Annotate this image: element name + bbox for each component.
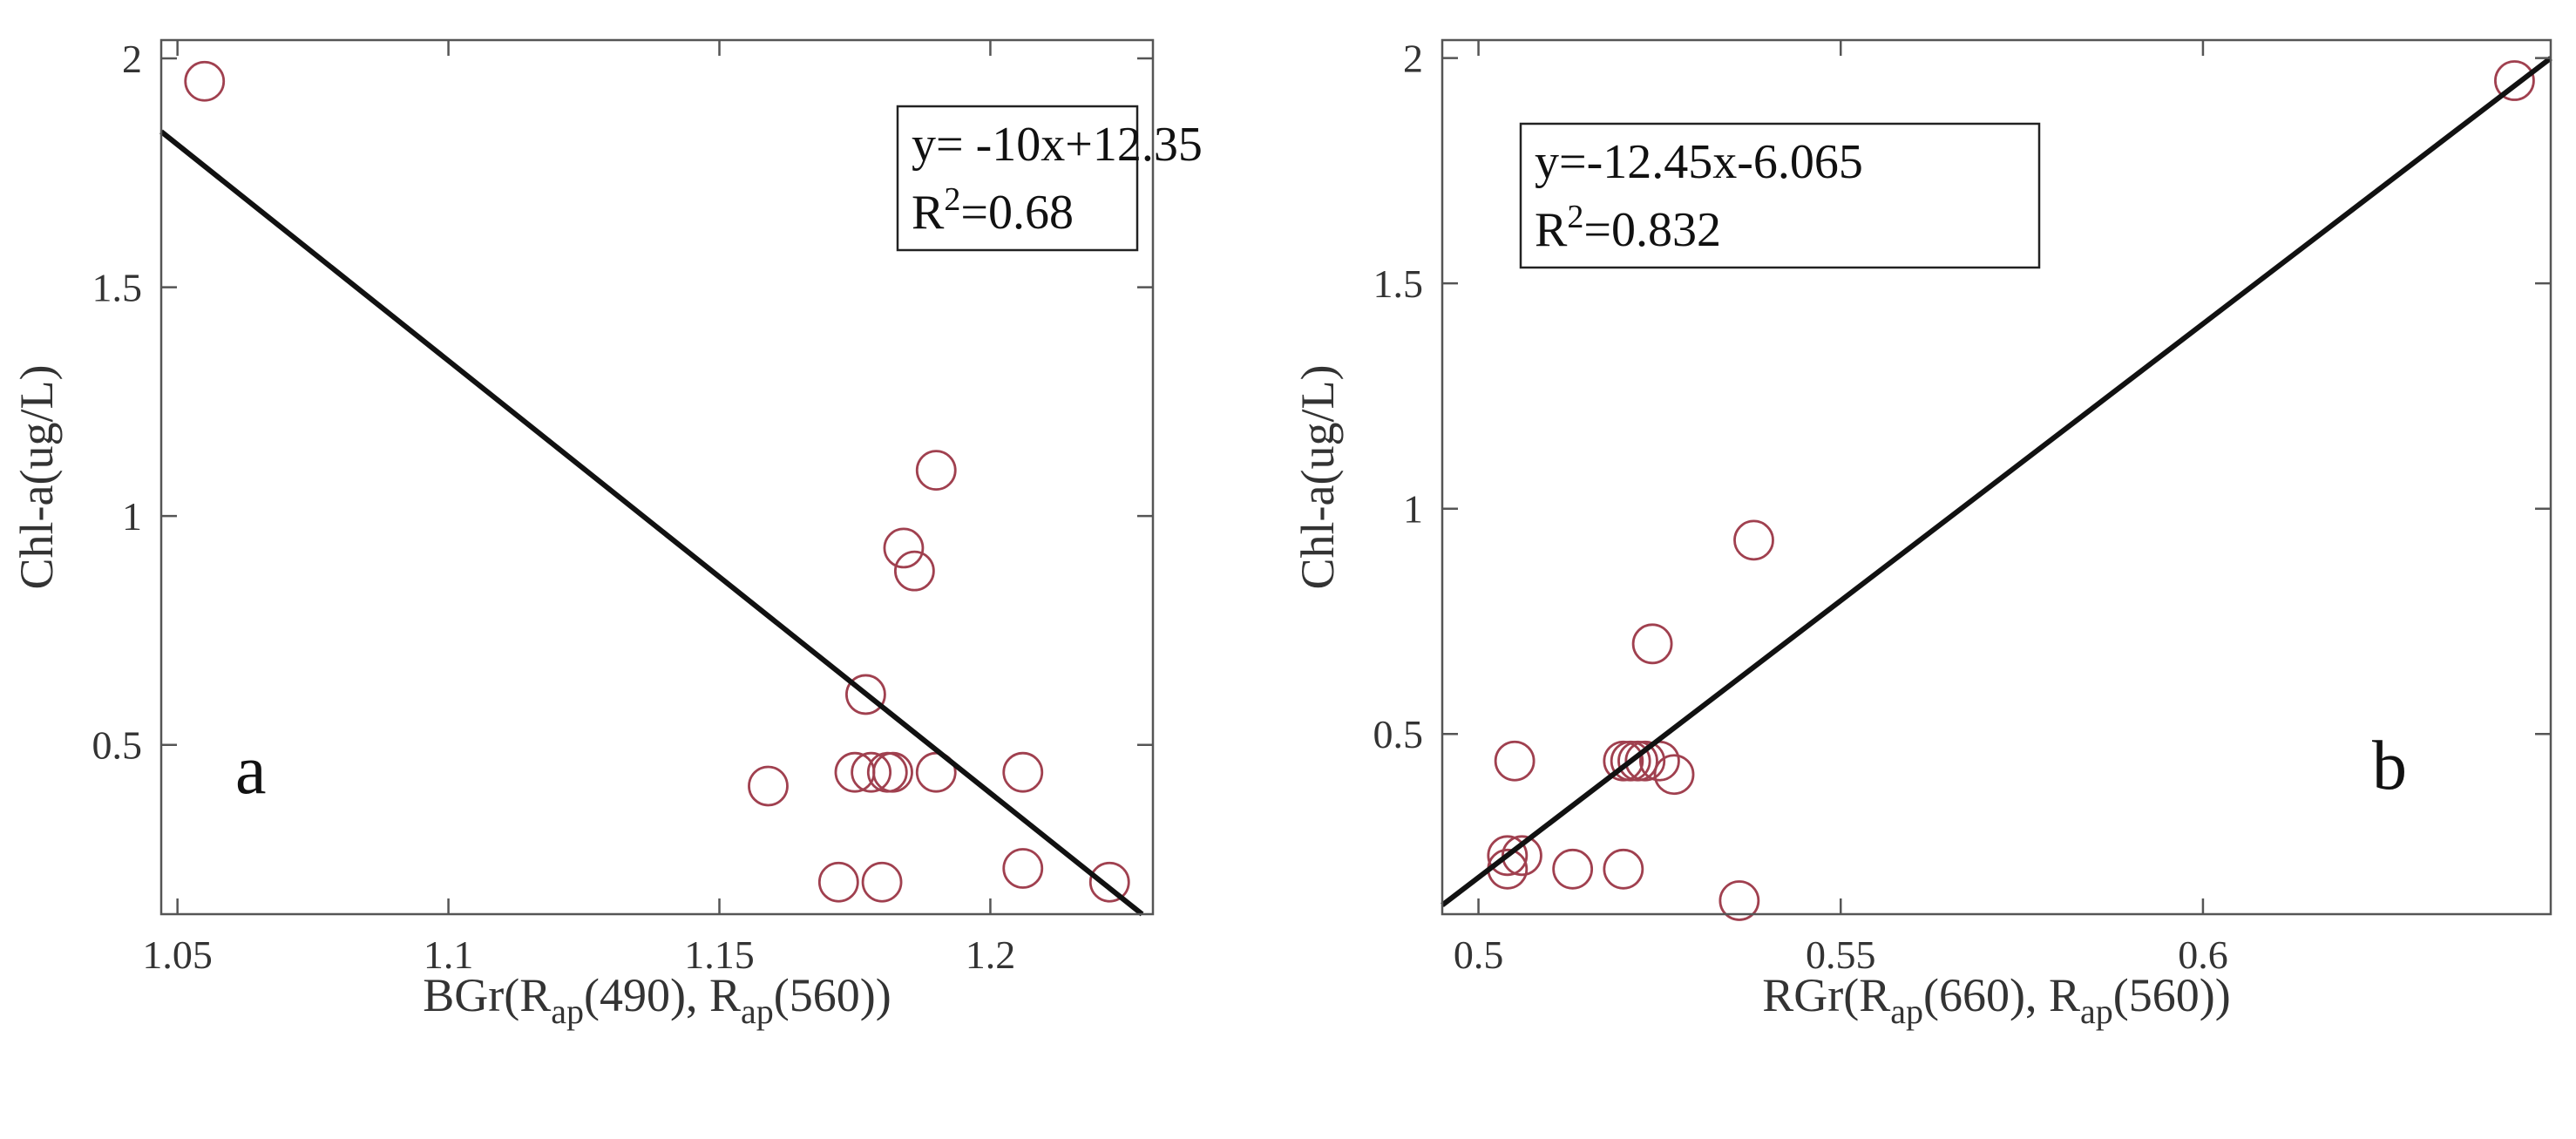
y-tick-label: 1.5: [92, 266, 143, 310]
r-squared-prefix-a: R: [912, 186, 945, 240]
x-tick-label: 1.2: [966, 932, 1016, 977]
y-tick-label: 0.5: [1373, 712, 1424, 756]
data-point: [1603, 848, 1644, 890]
data-point: [1552, 848, 1594, 890]
r-squared-value-b: =0.832: [1583, 203, 1721, 257]
data-point: [1718, 880, 1760, 921]
plot-frame-b: [1441, 38, 2552, 916]
data-point: [1610, 740, 1651, 782]
x-tick-label: 0.5: [1454, 932, 1504, 977]
xlabel-a-end: (560)): [774, 969, 891, 1021]
ticks-a: 1.05 1.1 1.15 1.2 0.5 1 1.5 2: [92, 37, 1153, 977]
y-tick-label: 2: [1403, 37, 1423, 81]
data-point: [1494, 740, 1535, 782]
xlabel-b-main: RGr(R: [1762, 969, 1890, 1021]
data-point: [1653, 754, 1695, 796]
legend-box-b: y=-12.45x-6.065 R2=0.832: [1519, 122, 2041, 269]
data-point: [1631, 623, 1673, 665]
data-point: [1603, 740, 1644, 782]
x-tick-label: 0.55: [1806, 932, 1876, 977]
data-point: [1624, 740, 1666, 782]
y-tick-label: 1.5: [1373, 261, 1424, 306]
x-axis-label-a: BGr(Rap(490), Rap(560)): [423, 969, 891, 1031]
x-axis-label-b: RGr(Rap(660), Rap(560)): [1762, 969, 2230, 1031]
data-point: [861, 861, 903, 903]
plot-frame-a: [159, 38, 1155, 916]
ticks-b: 0.5 0.55 0.6 0.5 1 1.5 2: [1373, 37, 2551, 977]
xlabel-b-end: (560)): [2113, 969, 2231, 1021]
data-point: [915, 450, 957, 492]
data-point: [184, 60, 226, 102]
y-tick-label: 0.5: [92, 723, 143, 768]
fit-line-a: [159, 129, 1144, 917]
y-tick-label: 2: [122, 37, 142, 81]
equation-label-a: y= -10x+12.35: [912, 118, 1203, 172]
xlabel-a-mid: (490), R: [584, 969, 741, 1021]
data-point: [1088, 861, 1130, 903]
data-point: [748, 765, 789, 807]
r-squared-sup-b: 2: [1567, 199, 1583, 235]
x-tick-label: 1.05: [142, 932, 213, 977]
data-point: [845, 674, 886, 715]
panel-label-b: b: [2372, 728, 2407, 804]
xlabel-b-sub1: ap: [1890, 992, 1923, 1031]
y-tick-label: 1: [1403, 487, 1423, 532]
legend-box-a: y= -10x+12.35 R2=0.68: [896, 105, 1203, 252]
legend-frame-b: [1519, 122, 2041, 269]
y-axis-label-a: Chl-a(ug/L): [10, 365, 63, 590]
data-point: [851, 751, 892, 793]
data-point: [883, 527, 925, 569]
xlabel-b-mid: (660), R: [1923, 969, 2080, 1021]
xlabel-a-sub1: ap: [551, 992, 584, 1031]
data-point: [2494, 60, 2535, 101]
data-point: [1617, 740, 1658, 782]
r-squared-label-a: R2=0.68: [912, 181, 1074, 240]
r-squared-sup-a: 2: [944, 181, 960, 218]
equation-label-b: y=-12.45x-6.065: [1535, 135, 1863, 189]
scatter-points-a: [184, 60, 1130, 903]
r-squared-prefix-b: R: [1535, 203, 1568, 257]
xlabel-a-sub2: ap: [741, 992, 774, 1031]
data-point: [872, 751, 913, 793]
xlabel-b-sub2: ap: [2080, 992, 2113, 1031]
data-point: [893, 550, 935, 592]
y-tick-label: 1: [122, 494, 142, 539]
data-point: [1502, 835, 1542, 877]
data-point: [1487, 835, 1529, 877]
r-squared-value-a: =0.68: [960, 186, 1074, 240]
data-point: [1733, 519, 1774, 561]
y-axis-label-b: Chl-a(ug/L): [1291, 365, 1344, 590]
data-point: [1002, 751, 1044, 793]
x-tick-label: 1.15: [684, 932, 755, 977]
x-tick-label: 0.6: [2178, 932, 2228, 977]
r-squared-label-b: R2=0.832: [1535, 199, 1721, 257]
panel-a: 1.05 1.1 1.15 1.20.511.52 y= -10x+12.35 R2=…: [10, 37, 1203, 1031]
panel-b: 0.5 0.55 0.60.511.52 y=-12.45x-6.065 R2=0.…: [1291, 37, 2552, 1031]
xlabel-a-main: BGr(R: [423, 969, 551, 1021]
panel-label-a: a: [235, 732, 267, 809]
legend-frame-a: [896, 105, 1139, 252]
data-point: [817, 861, 859, 903]
fit-line-b: [1441, 56, 2552, 908]
data-point: [1002, 848, 1044, 889]
x-tick-label: 1.1: [424, 932, 474, 977]
